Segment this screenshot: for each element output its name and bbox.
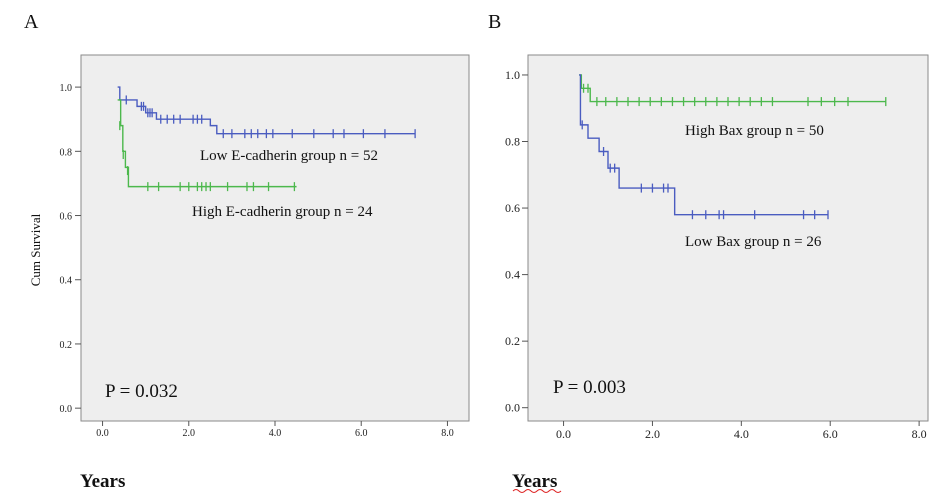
panel-b-plot-area <box>527 54 929 422</box>
panel-a-y-tick-label: 1.0 <box>60 83 73 94</box>
panel-b-y-tick-label: 0.6 <box>505 201 520 215</box>
panel-a-x-tick-label: 6.0 <box>355 428 368 439</box>
panel-b-label: B <box>488 11 501 33</box>
panel-a-x-tick-label: 4.0 <box>269 428 282 439</box>
panel-a-y-tick-label: 0.2 <box>60 340 73 351</box>
panel-b-series-label-low: Low Bax group n = 26 <box>685 234 822 250</box>
panel-a-x-axis-label: Years <box>80 471 125 492</box>
panel-a-series-label-low: Low E-cadherin group n = 52 <box>200 148 378 164</box>
panel-a-plot-area <box>80 54 470 422</box>
panel-b-y-tick-label: 0.8 <box>505 135 520 149</box>
panel-a-marks: 0.0 0.2 0.4 0.6 0.8 1.0 0.0 2.0 4.0 6.0 8.0 <box>60 83 454 439</box>
panel-b-x-tick-label: 4.0 <box>734 427 749 441</box>
panel-a-y-tick-label: 0.6 <box>60 212 73 223</box>
panel-a-y-tick-label: 0.0 <box>60 404 73 415</box>
panel-b-x-tick-label: 6.0 <box>823 427 838 441</box>
panel-a-label: A <box>24 11 39 33</box>
panel-a-series-1-curve <box>117 99 297 188</box>
panel-a-y-tick-label: 0.8 <box>60 147 73 158</box>
panel-a-y-axis-label: Cum Survival <box>28 213 43 286</box>
panel-a-x-tick-label: 2.0 <box>183 428 196 439</box>
panel-b-y-tick-label: 0.0 <box>505 401 520 415</box>
spellcheck-underline <box>512 489 562 493</box>
panel-b-series-label-high: High Bax group n = 50 <box>685 123 824 139</box>
panel-a-y-tick-label: 0.4 <box>60 276 73 287</box>
panel-a-x-tick-label: 0.0 <box>96 428 109 439</box>
panel-b-x-tick-label: 0.0 <box>556 427 571 441</box>
panel-b-x-axis-label: Years <box>512 471 557 492</box>
panel-b-y-tick-label: 0.4 <box>505 268 520 282</box>
panel-b-x-tick-label: 8.0 <box>912 427 927 441</box>
panel-a-x-tick-label: 8.0 <box>441 428 454 439</box>
panel-b-x-tick-label: 2.0 <box>645 427 660 441</box>
panel-b-y-tick-label: 0.2 <box>505 334 520 348</box>
panel-a-series-label-high: High E-cadherin group n = 24 <box>192 204 373 220</box>
panel-b-y-tick-label: 1.0 <box>505 68 520 82</box>
panel-b-marks: 0.0 0.2 0.4 0.6 0.8 1.0 0.0 2.0 4.0 6.0 8.0 <box>505 68 927 441</box>
panel-a-series-0-curve <box>117 86 416 135</box>
panel-a-p-value: P = 0.032 <box>105 381 178 402</box>
panel-b-p-value: P = 0.003 <box>553 377 626 398</box>
